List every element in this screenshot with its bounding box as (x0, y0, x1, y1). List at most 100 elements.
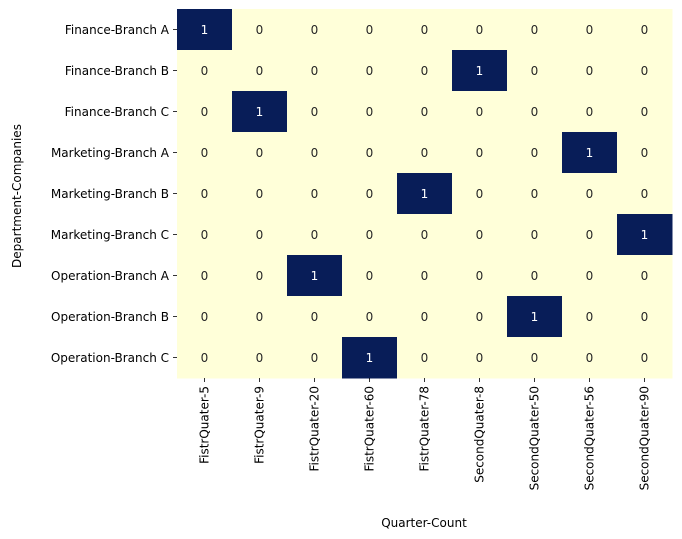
cell-value-label: 0 (201, 187, 209, 201)
heatmap-cell (617, 214, 673, 256)
cell-value-label: 1 (531, 310, 539, 324)
cell-value-label: 0 (421, 105, 429, 119)
cell-value-label: 0 (586, 64, 594, 78)
x-tick-label: SecondQuater-56 (583, 386, 597, 490)
cell-value-label: 0 (476, 228, 484, 242)
cell-value-label: 0 (366, 228, 374, 242)
cell-value-label: 0 (476, 269, 484, 283)
heatmap-cell (507, 9, 563, 51)
cell-value-label: 0 (311, 228, 319, 242)
heatmap-cell (232, 255, 288, 297)
heatmap-cell (562, 9, 618, 51)
cell-value-label: 0 (531, 105, 539, 119)
y-tick-label: Operation-Branch B (51, 310, 169, 324)
cell-value-label: 0 (421, 351, 429, 365)
heatmap-cell (452, 91, 508, 133)
cell-value-label: 0 (256, 146, 264, 160)
heatmap-cell (452, 9, 508, 51)
cell-value-label: 0 (311, 187, 319, 201)
heatmap-cell (342, 132, 398, 174)
x-tick-label: FistrQuater-78 (418, 386, 432, 472)
heatmap-cell (617, 255, 673, 297)
cell-value-label: 0 (531, 351, 539, 365)
heatmap-cell (617, 173, 673, 215)
heatmap-cell (287, 9, 343, 51)
cell-value-label: 1 (366, 351, 374, 365)
cell-value-label: 1 (641, 228, 649, 242)
heatmap-cell-labels: 1 0 0 0 0 0 0 0 0 0 0 0 0 0 1 0 0 0 0 1 0 0 0 0 0 0 0 0 0 0 0 0 0 0 1 0 0 0 0 0… (201, 23, 649, 365)
cell-value-label: 0 (421, 228, 429, 242)
cell-value-label: 0 (586, 105, 594, 119)
cell-value-label: 0 (641, 23, 649, 37)
y-tick-label: Marketing-Branch A (51, 146, 170, 160)
cell-value-label: 0 (256, 228, 264, 242)
heatmap-cell (177, 296, 233, 338)
heatmap-cell (562, 255, 618, 297)
heatmap-cell (287, 214, 343, 256)
heatmap-cell (177, 255, 233, 297)
cell-value-label: 0 (366, 105, 374, 119)
cell-value-label: 0 (586, 23, 594, 37)
y-tick-label: Finance-Branch B (65, 64, 169, 78)
cell-value-label: 0 (476, 23, 484, 37)
heatmap-cell (452, 50, 508, 92)
heatmap-cell (342, 337, 398, 379)
heatmap-cell (397, 9, 453, 51)
y-tick-label: Marketing-Branch B (51, 187, 169, 201)
cell-value-label: 0 (311, 64, 319, 78)
heatmap-cell (177, 132, 233, 174)
heatmap-cell (507, 296, 563, 338)
heatmap-cell (562, 91, 618, 133)
cell-value-label: 0 (586, 351, 594, 365)
cell-value-label: 0 (256, 310, 264, 324)
cell-value-label: 0 (256, 351, 264, 365)
cell-value-label: 0 (641, 105, 649, 119)
heatmap-cell (507, 173, 563, 215)
heatmap-cell (287, 296, 343, 338)
heatmap-cell (397, 50, 453, 92)
heatmap-cell (287, 91, 343, 133)
heatmap-cell (617, 337, 673, 379)
cell-value-label: 0 (201, 105, 209, 119)
cell-value-label: 0 (256, 187, 264, 201)
cell-value-label: 0 (366, 64, 374, 78)
cell-value-label: 0 (421, 23, 429, 37)
heatmap-cell (397, 132, 453, 174)
cell-value-label: 0 (256, 23, 264, 37)
cell-value-label: 0 (531, 23, 539, 37)
cell-value-label: 0 (311, 310, 319, 324)
cell-value-label: 0 (476, 146, 484, 160)
heatmap-cell (287, 132, 343, 174)
cell-value-label: 0 (586, 187, 594, 201)
heatmap-cell (287, 50, 343, 92)
heatmap-cell (507, 337, 563, 379)
cell-value-label: 0 (476, 105, 484, 119)
cell-value-label: 0 (641, 146, 649, 160)
heatmap-cell (342, 9, 398, 51)
heatmap-cells (177, 9, 673, 379)
cell-value-label: 0 (586, 269, 594, 283)
heatmap-cell (287, 255, 343, 297)
cell-value-label: 0 (586, 310, 594, 324)
heatmap-cell (452, 255, 508, 297)
cell-value-label: 1 (201, 23, 209, 37)
cell-value-label: 0 (311, 146, 319, 160)
heatmap-cell (342, 91, 398, 133)
cell-value-label: 0 (531, 187, 539, 201)
cell-value-label: 0 (531, 146, 539, 160)
heatmap-cell (177, 173, 233, 215)
heatmap-cell (397, 255, 453, 297)
heatmap-cell (562, 173, 618, 215)
heatmap-cell (617, 91, 673, 133)
y-axis: Finance-Branch A Finance-Branch B Finance-… (51, 23, 177, 365)
cell-value-label: 0 (421, 146, 429, 160)
x-tick-label: SecondQuater-50 (528, 386, 542, 490)
heatmap-cell (232, 214, 288, 256)
cell-value-label: 0 (641, 351, 649, 365)
cell-value-label: 1 (256, 105, 264, 119)
cell-value-label: 0 (421, 64, 429, 78)
cell-value-label: 0 (476, 310, 484, 324)
y-tick-label: Finance-Branch C (65, 105, 169, 119)
cell-value-label: 0 (531, 64, 539, 78)
